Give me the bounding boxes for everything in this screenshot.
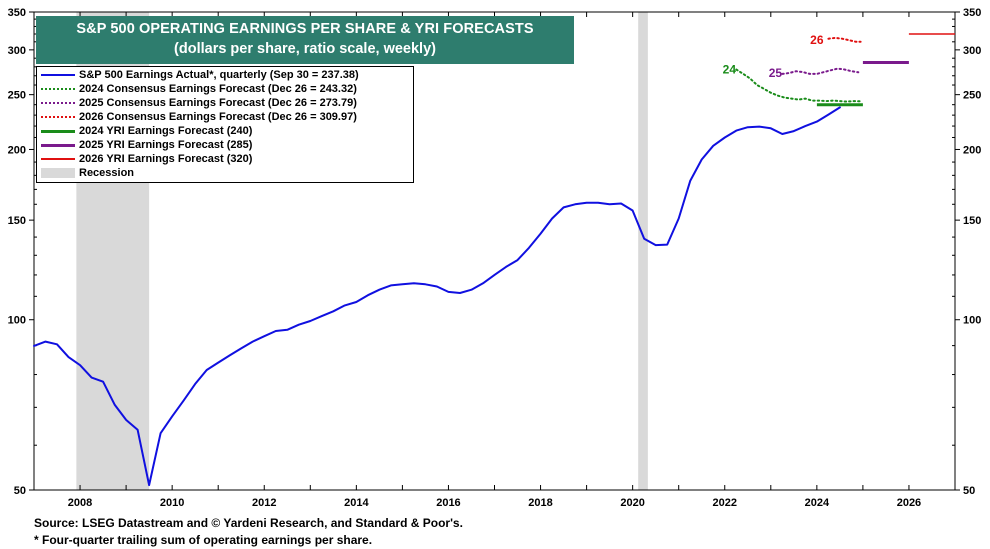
y-tick-label-left: 350 — [8, 7, 26, 19]
x-tick-label: 2024 — [805, 497, 830, 509]
legend-swatch — [41, 152, 75, 166]
x-tick-label: 2012 — [252, 497, 276, 509]
chart-subtitle: (dollars per share, ratio scale, weekly) — [174, 41, 436, 57]
legend-swatch — [41, 110, 75, 124]
y-tick-label-left: 150 — [8, 215, 26, 227]
y-tick-label-right: 300 — [963, 45, 981, 57]
y-tick-label-right: 150 — [963, 215, 981, 227]
y-tick-label-left: 250 — [8, 90, 26, 102]
series-line-0 — [33, 106, 841, 487]
legend: S&P 500 Earnings Actual*, quarterly (Sep… — [36, 66, 414, 183]
recession-band — [638, 12, 648, 490]
x-tick-label: 2020 — [620, 497, 644, 509]
y-tick-label-left: 50 — [14, 485, 26, 497]
legend-label: 2025 Consensus Earnings Forecast (Dec 26… — [79, 97, 357, 109]
series-line-2 — [781, 67, 860, 75]
x-tick-label: 2022 — [713, 497, 737, 509]
legend-swatch — [41, 82, 75, 96]
x-tick-label: 2014 — [344, 497, 369, 509]
legend-item: 2026 YRI Earnings Forecast (320) — [37, 152, 413, 166]
x-tick-label: 2026 — [897, 497, 921, 509]
legend-item: 2024 YRI Earnings Forecast (240) — [37, 124, 413, 138]
legend-swatch — [41, 138, 75, 152]
footnote: * Four-quarter trailing sum of operating… — [34, 533, 373, 547]
legend-item: 2025 YRI Earnings Forecast (285) — [37, 138, 413, 152]
chart-title-box: S&P 500 OPERATING EARNINGS PER SHARE & Y… — [36, 16, 574, 64]
y-tick-label-right: 250 — [963, 90, 981, 102]
legend-swatch — [41, 124, 75, 138]
y-tick-label-left: 300 — [8, 45, 26, 57]
y-tick-label-right: 350 — [963, 7, 981, 19]
y-tick-label-right: 200 — [963, 144, 981, 156]
y-tick-label-right: 50 — [963, 485, 975, 497]
legend-label: 2026 Consensus Earnings Forecast (Dec 26… — [79, 111, 357, 123]
source-note: Source: LSEG Datastream and © Yardeni Re… — [34, 516, 463, 530]
annotations: 24 25 26 — [723, 33, 824, 80]
legend-item: 2025 Consensus Earnings Forecast (Dec 26… — [37, 96, 413, 110]
legend-label: Recession — [79, 167, 135, 179]
series — [33, 33, 955, 487]
x-tick-label: 2008 — [68, 497, 92, 509]
x-tick-label: 2016 — [436, 497, 460, 509]
legend-swatch — [41, 166, 75, 180]
legend-swatch — [41, 96, 75, 110]
y-tick-label-right: 100 — [963, 315, 981, 327]
legend-label: 2024 YRI Earnings Forecast (240) — [79, 125, 253, 137]
legend-item: Recession — [37, 166, 413, 180]
legend-label: 2025 YRI Earnings Forecast (285) — [79, 139, 253, 151]
legend-item: S&P 500 Earnings Actual*, quarterly (Sep… — [37, 68, 413, 82]
annotation-label: 24 — [723, 62, 737, 76]
x-tick-label: 2018 — [528, 497, 552, 509]
legend-item: 2026 Consensus Earnings Forecast (Dec 26… — [37, 110, 413, 124]
legend-swatch — [41, 68, 75, 82]
series-line-3 — [827, 36, 862, 43]
x-tick-label: 2010 — [160, 497, 184, 509]
y-tick-label-left: 100 — [8, 315, 26, 327]
y-tick-label-left: 200 — [8, 144, 26, 156]
legend-label: 2026 YRI Earnings Forecast (320) — [79, 153, 253, 165]
chart-title: S&P 500 OPERATING EARNINGS PER SHARE & Y… — [76, 21, 534, 37]
axes: 50 50 100 100 150 150 200 200 250 250 300 300 350 350… — [8, 7, 982, 509]
legend-label: S&P 500 Earnings Actual*, quarterly (Sep… — [79, 69, 359, 81]
series-line-1 — [735, 68, 862, 103]
annotation-label: 25 — [769, 66, 783, 80]
legend-item: 2024 Consensus Earnings Forecast (Dec 26… — [37, 82, 413, 96]
legend-label: 2024 Consensus Earnings Forecast (Dec 26… — [79, 83, 357, 95]
annotation-label: 26 — [810, 33, 824, 47]
